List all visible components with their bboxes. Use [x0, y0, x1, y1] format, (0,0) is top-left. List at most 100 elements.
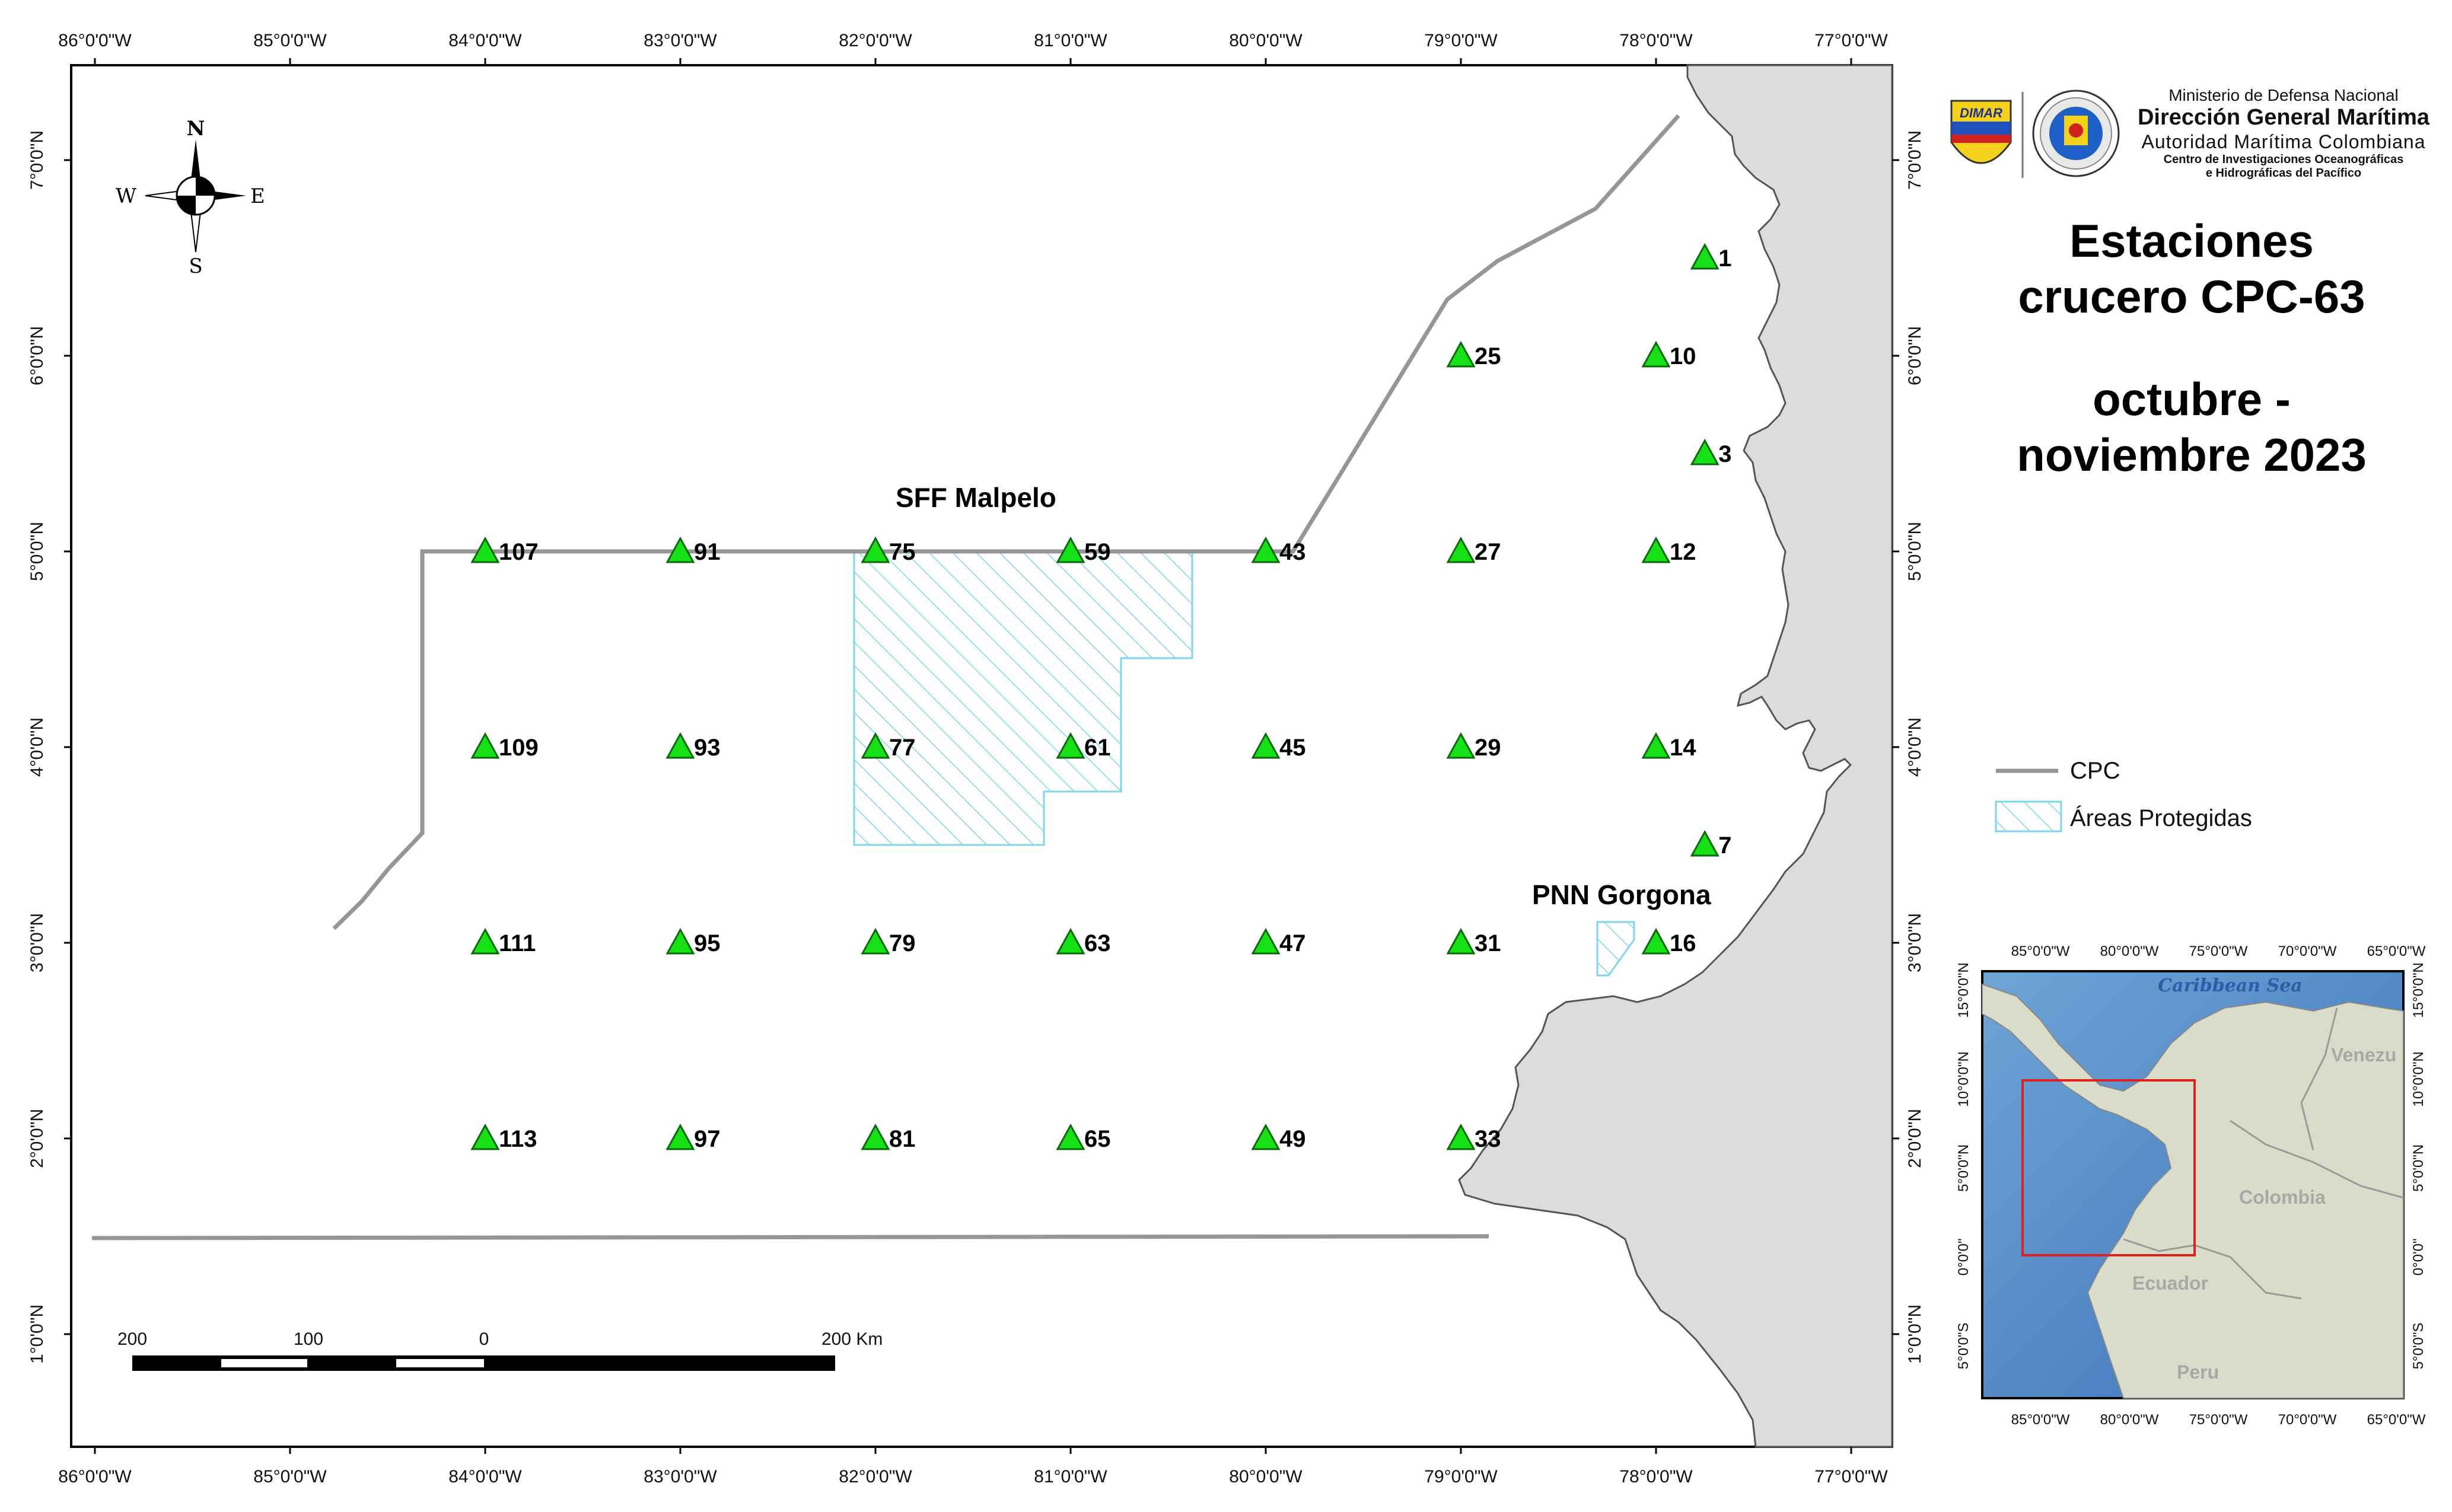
- station-triangle-icon: [1641, 732, 1671, 759]
- station-label: 59: [1084, 539, 1111, 565]
- title-line2: crucero CPC-63: [2018, 270, 2365, 323]
- station-label: 95: [694, 930, 721, 956]
- station-triangle-icon: [1446, 1123, 1476, 1150]
- station-triangle-icon: [665, 732, 695, 759]
- lon-tick-label-top: 80°0'0"W: [1229, 31, 1303, 50]
- station-marker[interactable]: 107: [470, 536, 539, 565]
- malpelo-label: SFF Malpelo: [896, 482, 1056, 513]
- gorgona-label: PNN Gorgona: [1532, 879, 1711, 910]
- station-marker[interactable]: 113: [470, 1123, 537, 1152]
- station-marker[interactable]: 65: [1056, 1123, 1111, 1152]
- station-marker[interactable]: 16: [1641, 927, 1696, 956]
- inset-map: Caribbean Sea Venezu Colombia Ecuador Pe…: [1956, 943, 2426, 1428]
- station-marker[interactable]: 91: [665, 536, 721, 565]
- station-marker[interactable]: 59: [1056, 536, 1111, 565]
- station-marker[interactable]: 49: [1251, 1123, 1306, 1152]
- inset-lat-ticks-right: 15°0'0"N 10°0'0"N 5°0'0"N 0°0'0" 5°0'0"S: [2410, 962, 2426, 1369]
- station-marker[interactable]: 109: [470, 732, 539, 761]
- station-triangle-icon: [470, 927, 500, 955]
- lon-ticks-bottom: 86°0'0"W 85°0'0"W 84°0'0"W 83°0'0"W 82°0'0"W…: [58, 1447, 1888, 1487]
- station-marker[interactable]: 29: [1446, 732, 1501, 761]
- station-marker[interactable]: 95: [665, 927, 721, 956]
- station-marker[interactable]: 75: [861, 536, 916, 565]
- lon-tick-label-top: 83°0'0"W: [644, 31, 717, 50]
- station-label: 16: [1670, 930, 1696, 956]
- station-marker[interactable]: 7: [1690, 830, 1732, 859]
- lat-tick-label-left: 4°0'0"N: [27, 717, 47, 777]
- station-marker[interactable]: 31: [1446, 927, 1501, 956]
- legend-protected-label: Áreas Protegidas: [2070, 805, 2252, 831]
- station-triangle-icon: [1690, 830, 1719, 857]
- station-label: 33: [1475, 1126, 1501, 1152]
- station-triangle-icon: [1641, 536, 1671, 563]
- station-marker[interactable]: 79: [861, 927, 916, 956]
- station-marker[interactable]: 1: [1690, 243, 1732, 272]
- station-triangle-icon: [1251, 536, 1281, 563]
- authority-name: Autoridad Marítima Colombiana: [2141, 130, 2426, 152]
- station-label: 1: [1718, 245, 1731, 272]
- station-triangle-icon: [1690, 243, 1719, 270]
- lon-tick-label-top: 82°0'0"W: [839, 31, 912, 50]
- station-marker[interactable]: 33: [1446, 1123, 1501, 1152]
- station-label: 97: [694, 1126, 721, 1152]
- inset-lon-label-top: 75°0'0"W: [2189, 943, 2248, 959]
- station-triangle-icon: [470, 536, 500, 563]
- inset-lon-label-bottom: 75°0'0"W: [2189, 1412, 2248, 1428]
- center-name-line2: e Hidrográficas del Pacífico: [2205, 166, 2362, 180]
- station-marker[interactable]: 81: [861, 1123, 916, 1152]
- lon-tick-label-bottom: 78°0'0"W: [1619, 1467, 1693, 1487]
- station-label: 79: [889, 930, 916, 956]
- lat-tick-label-right: 4°0'0"N: [1905, 717, 1925, 777]
- station-label: 113: [499, 1126, 537, 1152]
- station-label: 10: [1670, 343, 1696, 369]
- station-marker[interactable]: 61: [1056, 732, 1111, 761]
- station-marker[interactable]: 27: [1446, 536, 1501, 565]
- lat-tick-label-left: 5°0'0"N: [27, 522, 47, 581]
- station-marker[interactable]: 3: [1690, 438, 1732, 467]
- scale-label-200km: 200 Km: [821, 1329, 883, 1349]
- title-line1: Estaciones: [2069, 215, 2314, 267]
- lon-tick-label-bottom: 84°0'0"W: [448, 1467, 522, 1487]
- station-marker[interactable]: 77: [861, 732, 916, 761]
- station-marker[interactable]: 45: [1251, 732, 1306, 761]
- station-marker[interactable]: 47: [1251, 927, 1306, 956]
- station-label: 77: [889, 735, 916, 761]
- inset-extent-box: [2021, 1079, 2196, 1256]
- inset-peru-label: Peru: [2177, 1361, 2219, 1383]
- station-marker[interactable]: 93: [665, 732, 721, 761]
- station-marker[interactable]: 14: [1641, 732, 1696, 761]
- station-label: 43: [1279, 539, 1306, 565]
- inset-lon-label-bottom: 85°0'0"W: [2011, 1412, 2070, 1428]
- station-triangle-icon: [1251, 927, 1281, 955]
- lat-tick-label-left: 7°0'0"N: [27, 130, 47, 190]
- station-marker[interactable]: 12: [1641, 536, 1696, 565]
- compass-n: N: [186, 117, 205, 141]
- station-label: 12: [1670, 539, 1696, 565]
- station-triangle-icon: [1446, 536, 1476, 563]
- inset-lon-label-top: 70°0'0"W: [2278, 943, 2337, 959]
- ministry-name: Ministerio de Defensa Nacional: [2168, 86, 2399, 104]
- station-label: 65: [1084, 1126, 1111, 1152]
- institution-header: Ministerio de Defensa Nacional Dirección…: [2123, 86, 2444, 180]
- lat-tick-label-right: 7°0'0"N: [1905, 130, 1925, 190]
- station-marker[interactable]: 25: [1446, 340, 1501, 369]
- station-label: 27: [1475, 539, 1501, 565]
- station-marker[interactable]: 10: [1641, 340, 1696, 369]
- station-marker[interactable]: 111: [470, 927, 536, 956]
- station-triangle-icon: [1056, 536, 1085, 563]
- lat-ticks-right: 7°0'0"N 6°0'0"N 5°0'0"N 4°0'0"N 3°0'0"N 2°0'0…: [1892, 130, 1925, 1364]
- station-triangle-icon: [1641, 340, 1671, 368]
- stations-layer: 1 25 10 3 107 91 75 59 43 27 12 109 93 77 61 45 29 14 7 111…: [470, 243, 1732, 1152]
- lon-tick-label-top: 81°0'0"W: [1034, 31, 1107, 50]
- station-triangle-icon: [1056, 732, 1085, 759]
- scale-label-0: 0: [479, 1329, 489, 1349]
- legend-cpc-label: CPC: [2070, 757, 2120, 784]
- dimar-seal-logo: [2032, 90, 2120, 177]
- station-marker[interactable]: 97: [665, 1123, 721, 1152]
- svg-text:DIMAR: DIMAR: [1960, 106, 2002, 120]
- lat-tick-label-right: 3°0'0"N: [1905, 913, 1925, 972]
- lon-ticks-top: 86°0'0"W 85°0'0"W 84°0'0"W 83°0'0"W 82°0'0"W…: [58, 31, 1888, 65]
- station-marker[interactable]: 43: [1251, 536, 1306, 565]
- station-label: 31: [1475, 930, 1501, 956]
- station-marker[interactable]: 63: [1056, 927, 1111, 956]
